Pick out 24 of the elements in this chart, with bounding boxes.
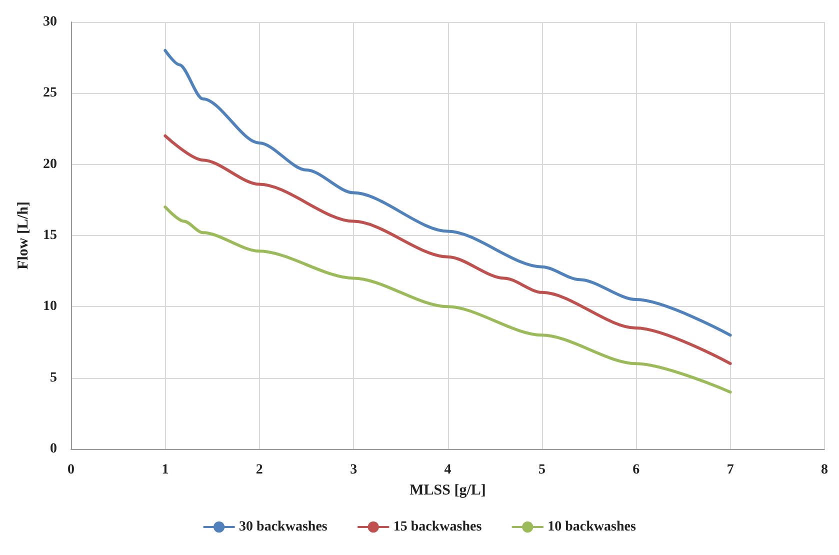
line-series <box>164 48 732 337</box>
legend-label: 15 backwashes <box>393 520 482 534</box>
legend-label: 30 backwashes <box>239 520 328 534</box>
y-axis-title: Flow [L/h] <box>16 202 32 270</box>
x-tick-label: 3 <box>350 462 358 478</box>
x-tick-label: 5 <box>538 462 546 478</box>
legend-label: 10 backwashes <box>548 520 636 534</box>
x-tick-label: 0 <box>68 462 74 478</box>
y-tick-label: 30 <box>43 14 57 30</box>
line-series <box>164 206 732 394</box>
x-axis-title: MLSS [g/L] <box>410 482 486 498</box>
y-tick-label: 10 <box>43 299 57 314</box>
y-tick-label: 5 <box>50 370 57 386</box>
x-tick-label: 7 <box>726 462 734 478</box>
y-tick-label: 15 <box>43 228 57 243</box>
x-tick-label: 2 <box>256 462 263 478</box>
x-tick-label: 1 <box>162 462 169 478</box>
line-series <box>164 134 732 366</box>
y-tick-label: 25 <box>43 86 57 101</box>
x-tick-label: 8 <box>821 462 828 478</box>
x-tick-label: 6 <box>632 462 640 478</box>
x-tick-label: 4 <box>444 462 452 478</box>
y-tick-label: 20 <box>43 156 57 172</box>
y-tick-label: 0 <box>50 442 57 456</box>
